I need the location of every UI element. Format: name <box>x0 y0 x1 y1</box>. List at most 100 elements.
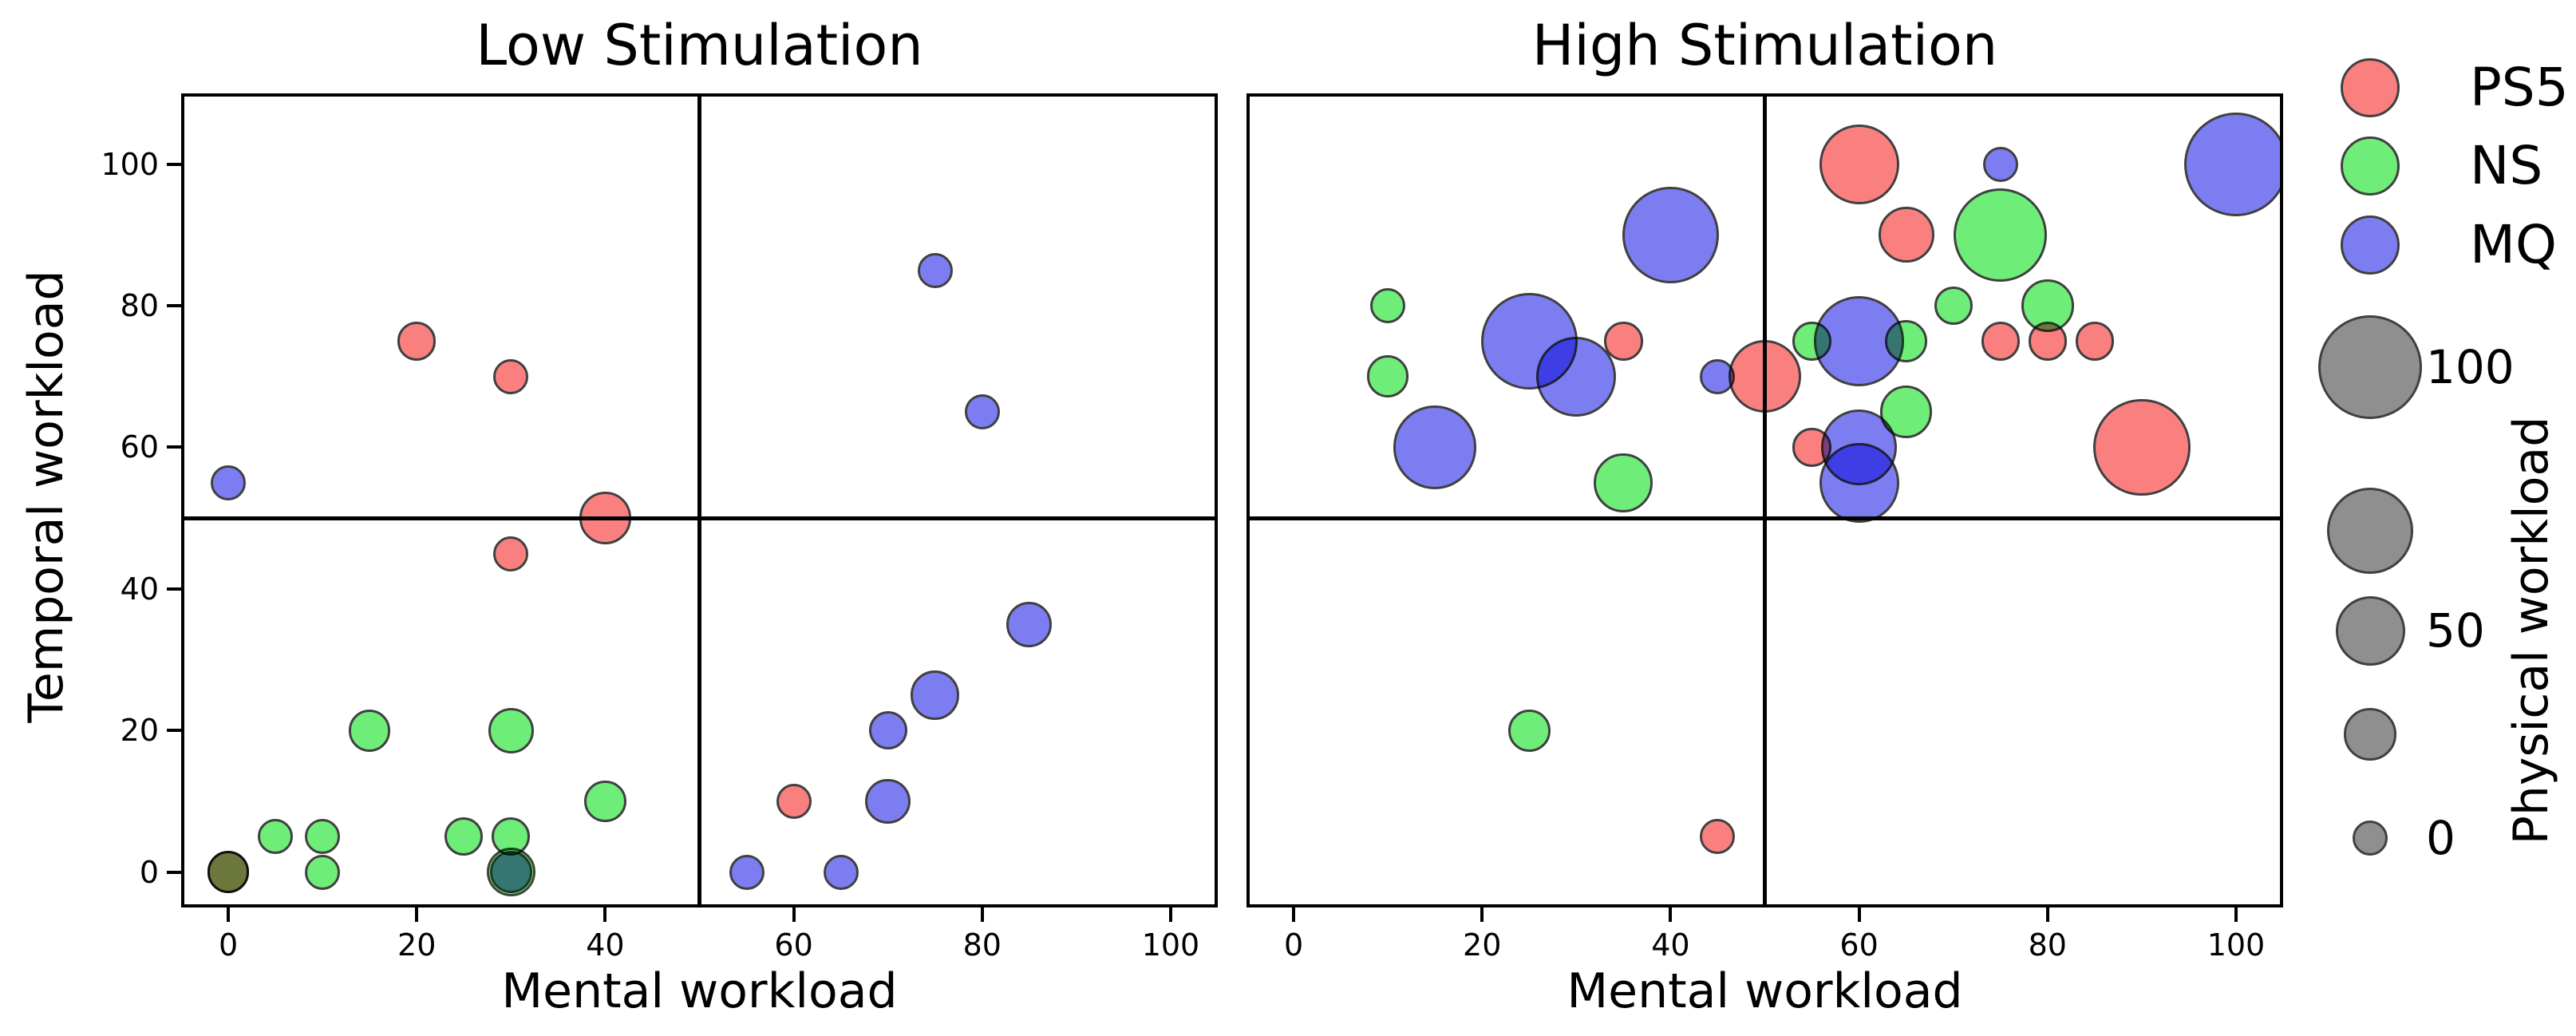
bubble-ps5 <box>1981 322 2020 361</box>
bubble-mq <box>1393 405 1477 489</box>
y-tick-label: 20 <box>120 713 159 749</box>
x-tick-label: 60 <box>1839 927 1879 963</box>
bubble-mq <box>1006 601 1053 647</box>
bubble-mq <box>1982 146 2018 182</box>
bubble-ns <box>488 707 534 753</box>
y-tick-mark <box>167 304 181 308</box>
size-legend-circle-25 <box>2344 708 2396 761</box>
bubble-ns <box>348 709 391 752</box>
bubble-mq <box>1819 442 1899 523</box>
bubble-mq <box>1814 296 1904 386</box>
bubble-ps5 <box>397 322 437 361</box>
x-tick-label: 100 <box>1141 927 1200 963</box>
x-tick-mark <box>1669 907 1673 922</box>
y-tick-label: 60 <box>120 429 159 465</box>
y-tick-mark <box>167 870 181 874</box>
x-tick-mark <box>1168 907 1172 922</box>
x-tick-label: 0 <box>1283 927 1304 963</box>
size-legend-value-50: 50 <box>2426 603 2485 658</box>
bubble-ns <box>1370 288 1406 324</box>
size-legend-circle-50 <box>2335 595 2405 666</box>
size-legend-value-100: 100 <box>2426 340 2515 394</box>
bubble-ns <box>258 819 294 855</box>
panel-low-stimulation <box>181 93 1218 907</box>
bubble-ps5 <box>1878 207 1934 263</box>
legend-label-mq: MQ <box>2470 214 2557 275</box>
y-tick-label: 80 <box>120 288 159 324</box>
bubble-ns <box>305 854 341 890</box>
y-tick-mark <box>167 587 181 591</box>
x-tick-mark <box>415 907 419 922</box>
x-tick-mark <box>2234 907 2238 922</box>
bubble-mq <box>917 252 953 288</box>
bubble-mq <box>868 711 907 750</box>
size-legend-circle-100 <box>2318 315 2422 419</box>
legend-label-ns: NS <box>2470 135 2543 196</box>
x-tick-mark <box>792 907 796 922</box>
x-axis-label-left: Mental workload <box>501 963 898 1019</box>
x-tick-mark <box>1480 907 1484 922</box>
bubble-mq <box>2183 112 2280 216</box>
bubble-ps5 <box>776 783 812 819</box>
bubble-mq <box>1700 358 1736 394</box>
x-tick-label: 60 <box>774 927 813 963</box>
bubble-ns <box>584 780 626 823</box>
bubble-ps5 <box>493 358 529 394</box>
bubble-ns <box>1507 709 1551 752</box>
y-tick-mark <box>167 445 181 449</box>
size-legend-circle-0 <box>2353 820 2388 856</box>
size-legend-circle-75 <box>2326 487 2414 575</box>
x-tick-label: 40 <box>1651 927 1690 963</box>
bubble-mq <box>911 670 960 720</box>
bubble-mq <box>1536 336 1617 417</box>
x-tick-label: 100 <box>2207 927 2266 963</box>
x-axis-label-right: Mental workload <box>1567 963 1963 1019</box>
bubble-ps5 <box>1819 124 1899 204</box>
legend-marker-ns <box>2341 136 2400 196</box>
bubble-ns <box>444 817 484 856</box>
quadrant-line-horizontal <box>1250 516 2280 520</box>
quadrant-line-vertical <box>697 97 701 904</box>
y-tick-mark <box>167 162 181 166</box>
legend-label-ps5: PS5 <box>2470 57 2569 118</box>
bubble-mq <box>865 778 911 824</box>
bubble-ns <box>1934 286 1973 326</box>
size-legend-axis-label: Physical workload <box>2503 416 2559 845</box>
bubble-mq <box>490 851 532 893</box>
bubble-mq <box>211 465 247 500</box>
bubble-ns <box>2021 279 2074 332</box>
size-legend-value-0: 0 <box>2426 811 2455 865</box>
quadrant-line-vertical <box>1763 97 1767 904</box>
x-tick-label: 20 <box>1463 927 1502 963</box>
panel-title-high-stimulation: High Stimulation <box>1531 13 1998 78</box>
bubble-ps5 <box>1700 819 1736 855</box>
bubble-ps5 <box>2075 322 2114 361</box>
bubble-ps5 <box>1728 340 1802 413</box>
panel-title-low-stimulation: Low Stimulation <box>476 13 923 78</box>
x-tick-mark <box>603 907 607 922</box>
panel-high-stimulation <box>1247 93 2283 907</box>
y-tick-label: 40 <box>120 571 159 607</box>
bubble-ps5 <box>493 536 529 571</box>
legend-marker-mq <box>2341 216 2400 275</box>
y-tick-mark <box>167 729 181 733</box>
x-tick-label: 40 <box>586 927 625 963</box>
bubble-ns <box>1366 355 1409 398</box>
y-tick-label: 100 <box>101 146 159 182</box>
bubble-ns <box>305 819 341 855</box>
bubble-mq <box>964 394 1000 430</box>
bubble-ps5 <box>1604 322 1643 361</box>
bubble-mq <box>823 854 859 890</box>
x-tick-label: 20 <box>397 927 437 963</box>
x-tick-mark <box>2045 907 2049 922</box>
bubble-mq <box>729 854 765 890</box>
x-tick-mark <box>1292 907 1296 922</box>
x-tick-label: 0 <box>218 927 239 963</box>
y-axis-label: Temporal workload <box>18 270 74 723</box>
bubble-mq <box>1622 186 1720 284</box>
x-tick-mark <box>227 907 231 922</box>
bubble-ps5 <box>2093 398 2191 496</box>
bubble-ns <box>1954 188 2048 282</box>
x-tick-label: 80 <box>962 927 1002 963</box>
